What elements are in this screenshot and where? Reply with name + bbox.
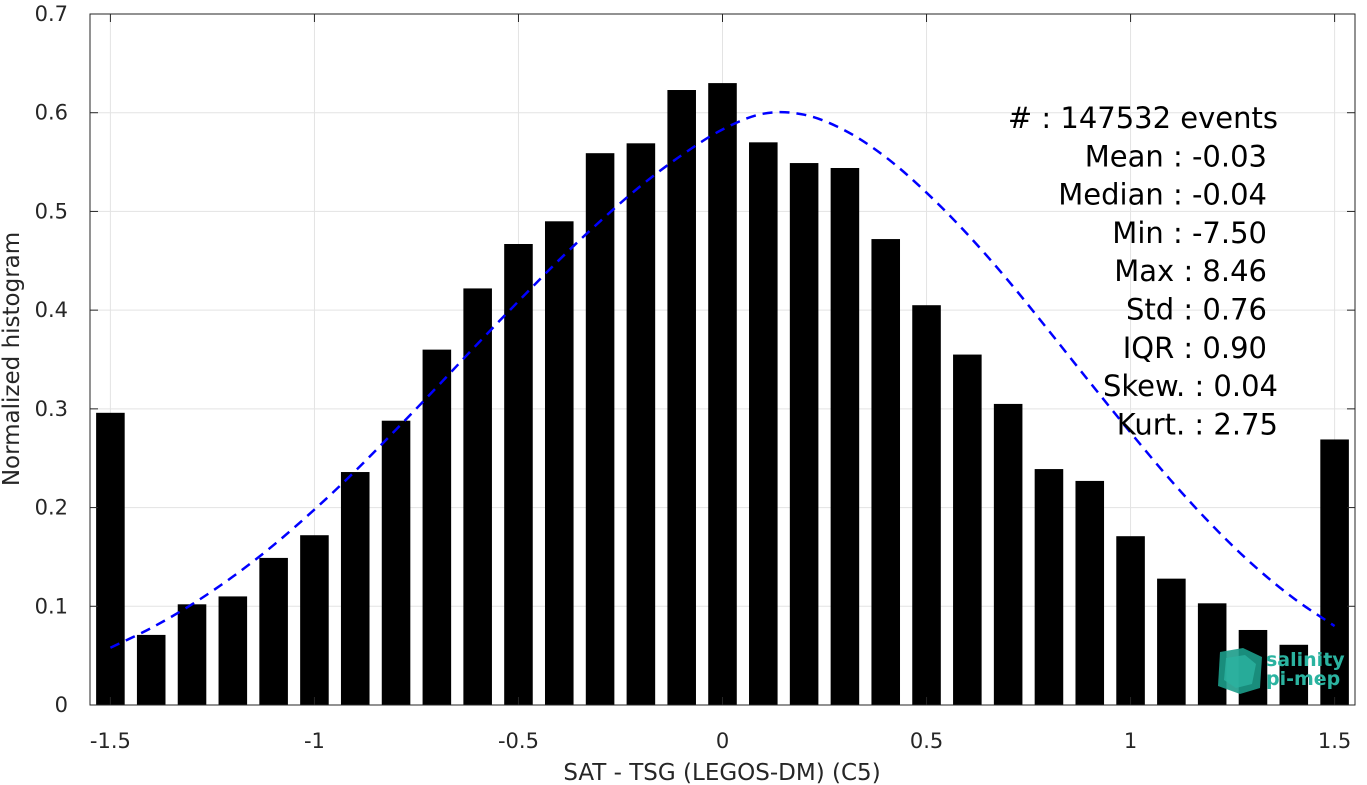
histogram-bar — [830, 167, 860, 706]
x-tick-label: -1.5 — [90, 729, 131, 753]
y-tick-label: 0.2 — [35, 496, 68, 520]
histogram-bar — [993, 403, 1023, 705]
y-tick-label: 0.1 — [35, 594, 68, 618]
y-axis-label: Normalized histogram — [0, 232, 25, 486]
histogram-bar — [177, 604, 207, 705]
x-tick-label: 1 — [1124, 729, 1137, 753]
x-axis-label: SAT - TSG (LEGOS-DM) (C5) — [563, 760, 880, 785]
statistic-line: Median : -0.04 — [1058, 178, 1267, 212]
histogram-bar — [626, 143, 656, 705]
histogram-bar — [789, 163, 819, 705]
logo-line1: salinity — [1266, 649, 1345, 671]
histogram-bar — [1157, 578, 1186, 705]
statistic-line: Min : -7.50 — [1112, 216, 1267, 250]
salinity-pi-mep-logo: salinity pi-mep — [1218, 648, 1345, 694]
x-tick-label: 0.5 — [910, 729, 943, 753]
histogram-bar — [96, 412, 125, 705]
histogram-bar — [1279, 644, 1309, 705]
fit-curve-line — [109, 110, 1336, 649]
y-tick-label: 0.7 — [35, 2, 68, 26]
histogram-bars — [96, 83, 1349, 706]
histogram-bar — [1320, 439, 1349, 705]
histogram-bar — [381, 420, 411, 705]
histogram-bar — [504, 244, 533, 706]
histogram-bar — [544, 221, 574, 706]
histogram-bar — [340, 472, 370, 705]
histogram-bar — [1075, 480, 1105, 705]
statistic-line: Std : 0.76 — [1126, 293, 1267, 327]
y-tick-label: 0.5 — [35, 199, 68, 223]
histogram-bar — [708, 83, 737, 706]
y-tick-label: 0.6 — [35, 101, 68, 125]
histogram-bar — [259, 557, 288, 705]
y-tick-label: 0.4 — [35, 298, 68, 322]
histogram-bar — [136, 634, 166, 705]
histogram-bar — [667, 90, 696, 705]
statistic-line: # : 147532 events — [1008, 101, 1278, 135]
histogram-bar — [749, 142, 778, 706]
histogram-bar — [953, 354, 982, 705]
histogram-bar — [300, 535, 329, 705]
statistic-line: Kurt. : 2.75 — [1117, 407, 1278, 441]
histogram-bar — [463, 288, 492, 705]
x-tick-label: 1.5 — [1318, 729, 1351, 753]
y-tick-label: 0.3 — [35, 397, 68, 421]
statistics-annotation: # : 147532 events Mean : -0.03 Median : -0… — [1008, 101, 1278, 441]
y-tick-label: 0 — [55, 693, 68, 717]
statistic-line: Max : 8.46 — [1114, 254, 1267, 288]
histogram-bar — [871, 239, 901, 705]
histogram-bar — [218, 596, 248, 705]
x-tick-label: -0.5 — [498, 729, 539, 753]
x-tick-label: -1 — [304, 729, 325, 753]
histogram-bar — [912, 305, 941, 705]
histogram-bar — [1034, 469, 1064, 705]
statistic-line: Skew. : 0.04 — [1103, 369, 1278, 403]
statistic-line: IQR : 0.90 — [1123, 331, 1267, 365]
statistic-line: Mean : -0.03 — [1085, 139, 1267, 173]
logo-line2: pi-mep — [1266, 668, 1340, 690]
histogram-bar — [1116, 536, 1145, 705]
y-axis-ticks: 0 0.1 0.2 0.3 0.4 0.5 0.6 0.7 — [35, 2, 1355, 717]
x-tick-label: 0 — [716, 729, 729, 753]
histogram-bar — [422, 349, 452, 705]
histogram-bar — [585, 153, 615, 706]
x-axis-ticks: -1.5 -1 -0.5 0 0.5 1 1.5 — [90, 14, 1351, 753]
